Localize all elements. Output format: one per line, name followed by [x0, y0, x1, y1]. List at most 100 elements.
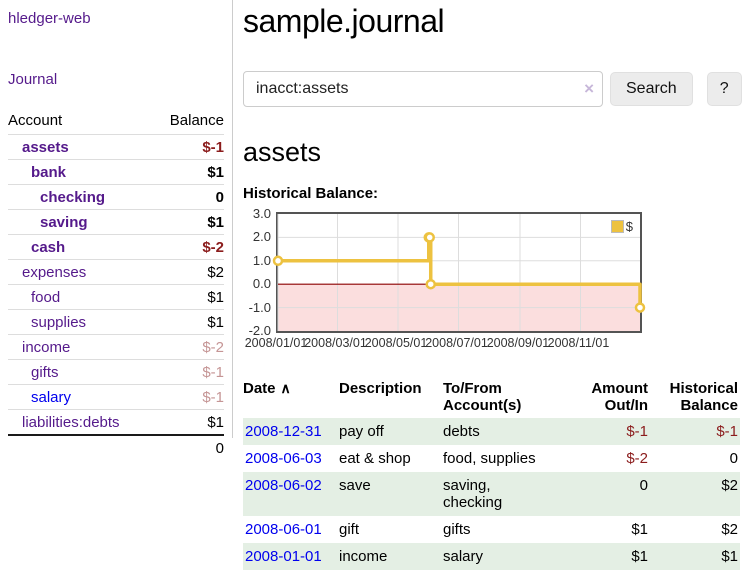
- sidebar-account-row: expenses $2: [8, 259, 224, 285]
- main-content: sample.journal × Search ? assets Histori…: [233, 0, 742, 570]
- sidebar-account-link[interactable]: bank: [31, 164, 67, 181]
- register-accounts: salary: [443, 548, 484, 565]
- register-accounts: saving, checking: [443, 477, 503, 511]
- x-axis-tick-label: 2008/09/01: [486, 336, 550, 350]
- accounts-table: Account Balance assets $-1 bank $1 check…: [8, 108, 224, 460]
- register-date-link[interactable]: 2008-06-01: [245, 521, 322, 538]
- sidebar-account-row: salary $-1: [8, 384, 224, 410]
- account-heading: assets: [243, 137, 322, 167]
- help-button[interactable]: ?: [706, 72, 742, 106]
- register-header-accounts: To/From Account(s): [443, 380, 522, 414]
- register-row: 2008-06-01 gift gifts $1 $2: [243, 516, 740, 543]
- register-accounts: food, supplies: [443, 450, 536, 467]
- register-table: Date ∧ Description To/From Account(s) Amo…: [243, 376, 740, 570]
- register-row: 2008-12-31 pay off debts $-1 $-1: [243, 418, 740, 445]
- accounts-header-account: Account: [8, 112, 63, 129]
- sidebar-account-balance: $2: [153, 259, 224, 285]
- register-header-date[interactable]: Date ∧: [243, 380, 291, 397]
- accounts-header-balance: Balance: [169, 112, 224, 129]
- register-amount: $1: [631, 521, 648, 538]
- sidebar-account-link[interactable]: saving: [40, 214, 88, 231]
- sidebar-account-balance: $-2: [153, 234, 224, 260]
- sort-asc-icon: ∧: [280, 380, 291, 396]
- y-axis-tick-label: -1.0: [248, 299, 271, 315]
- register-header-description: Description: [339, 380, 422, 397]
- sidebar-account-link[interactable]: expenses: [22, 264, 87, 281]
- register-date-link[interactable]: 2008-12-31: [245, 423, 322, 440]
- sidebar-account-link[interactable]: income: [22, 339, 71, 356]
- sidebar-account-row: bank $1: [8, 159, 224, 185]
- sidebar-account-link[interactable]: cash: [31, 239, 66, 256]
- sidebar-account-balance: $1: [153, 284, 224, 310]
- x-axis-tick-label: 2008/01/01: [244, 336, 308, 350]
- search-form: × Search ?: [243, 71, 742, 107]
- y-axis-tick-label: 2.0: [252, 229, 271, 245]
- register-date-link[interactable]: 2008-01-01: [245, 548, 322, 565]
- register-header-amount: Amount Out/In: [591, 380, 648, 414]
- sidebar-account-row: saving $1: [8, 209, 224, 235]
- chart-canvas: [272, 214, 646, 331]
- sidebar-account-balance: $-1: [153, 134, 224, 160]
- x-axis-tick-label: 2008/05/01: [364, 336, 428, 350]
- chart-legend: $: [608, 218, 635, 235]
- historical-balance-chart: $ 3.0 2.0 1.0 0.0 -1.0 -2.0 2008/01/01 2008/03/…: [243, 206, 646, 354]
- register-date-link[interactable]: 2008-06-02: [245, 477, 322, 494]
- register-row: 2008-01-01 income salary $1 $1: [243, 543, 740, 570]
- register-row: 2008-06-03 eat & shop food, supplies $-2…: [243, 445, 740, 472]
- y-axis-tick-label: 0.0: [252, 276, 271, 292]
- sidebar-account-link[interactable]: salary: [31, 389, 72, 406]
- sidebar-account-balance: $-1: [153, 384, 224, 410]
- page: hledger-web Journal Account Balance asse…: [0, 0, 742, 570]
- sidebar-item-journal[interactable]: Journal: [8, 71, 58, 88]
- sidebar-account-row: checking 0: [8, 184, 224, 210]
- sidebar-account-row: liabilities:debts $1: [8, 409, 224, 435]
- legend-label: $: [625, 219, 633, 234]
- sidebar-account-row: supplies $1: [8, 309, 224, 335]
- register-balance: $1: [721, 548, 738, 565]
- sidebar-account-row: income $-2: [8, 334, 224, 360]
- register-description: income: [339, 548, 388, 565]
- chart-title: Historical Balance:: [243, 185, 379, 202]
- register-amount: $1: [631, 548, 648, 565]
- search-button[interactable]: Search: [610, 72, 693, 106]
- sidebar-account-row: gifts $-1: [8, 359, 224, 385]
- y-axis-tick-label: 3.0: [252, 206, 271, 221]
- accounts-total-balance: 0: [153, 434, 224, 460]
- sidebar-account-balance: $1: [153, 159, 224, 185]
- sidebar-account-balance: $-2: [153, 334, 224, 360]
- sidebar-account-row: cash $-2: [8, 234, 224, 260]
- sidebar-account-balance: $1: [153, 209, 224, 235]
- search-input[interactable]: [243, 71, 603, 107]
- legend-swatch: [610, 220, 624, 233]
- accounts-table-header: Account Balance: [8, 108, 224, 135]
- accounts-total-row: 0: [8, 434, 224, 460]
- register-amount: 0: [639, 477, 648, 494]
- sidebar: hledger-web Journal Account Balance asse…: [0, 0, 233, 460]
- brand-link[interactable]: hledger-web: [8, 10, 91, 27]
- x-axis-tick-label: 2008/03/01: [304, 336, 367, 350]
- register-accounts: gifts: [443, 521, 471, 538]
- register-balance: 0: [729, 450, 738, 467]
- sidebar-account-balance: $1: [153, 409, 224, 435]
- sidebar-account-link[interactable]: liabilities:debts: [22, 414, 120, 431]
- register-header-balance: Historical Balance: [669, 380, 738, 414]
- register-description: gift: [339, 521, 360, 538]
- sidebar-account-link[interactable]: assets: [22, 139, 69, 156]
- register-balance: $-1: [716, 423, 738, 440]
- register-description: save: [339, 477, 371, 494]
- x-axis-tick-label: 2008/11/01: [547, 336, 610, 350]
- clear-search-icon[interactable]: ×: [584, 79, 594, 98]
- register-date-link[interactable]: 2008-06-03: [245, 450, 322, 467]
- sidebar-account-link[interactable]: supplies: [31, 314, 87, 331]
- register-amount: $-2: [626, 450, 648, 467]
- sidebar-account-row: food $1: [8, 284, 224, 310]
- sidebar-account-balance: 0: [153, 184, 224, 210]
- register-accounts: debts: [443, 423, 480, 440]
- register-header-row: Date ∧ Description To/From Account(s) Amo…: [243, 376, 740, 418]
- sidebar-account-link[interactable]: checking: [40, 189, 106, 206]
- register-balance: $2: [721, 521, 738, 538]
- sidebar-account-link[interactable]: gifts: [31, 364, 59, 381]
- register-description: eat & shop: [339, 450, 411, 467]
- sidebar-account-link[interactable]: food: [31, 289, 61, 306]
- register-balance: $2: [721, 477, 738, 494]
